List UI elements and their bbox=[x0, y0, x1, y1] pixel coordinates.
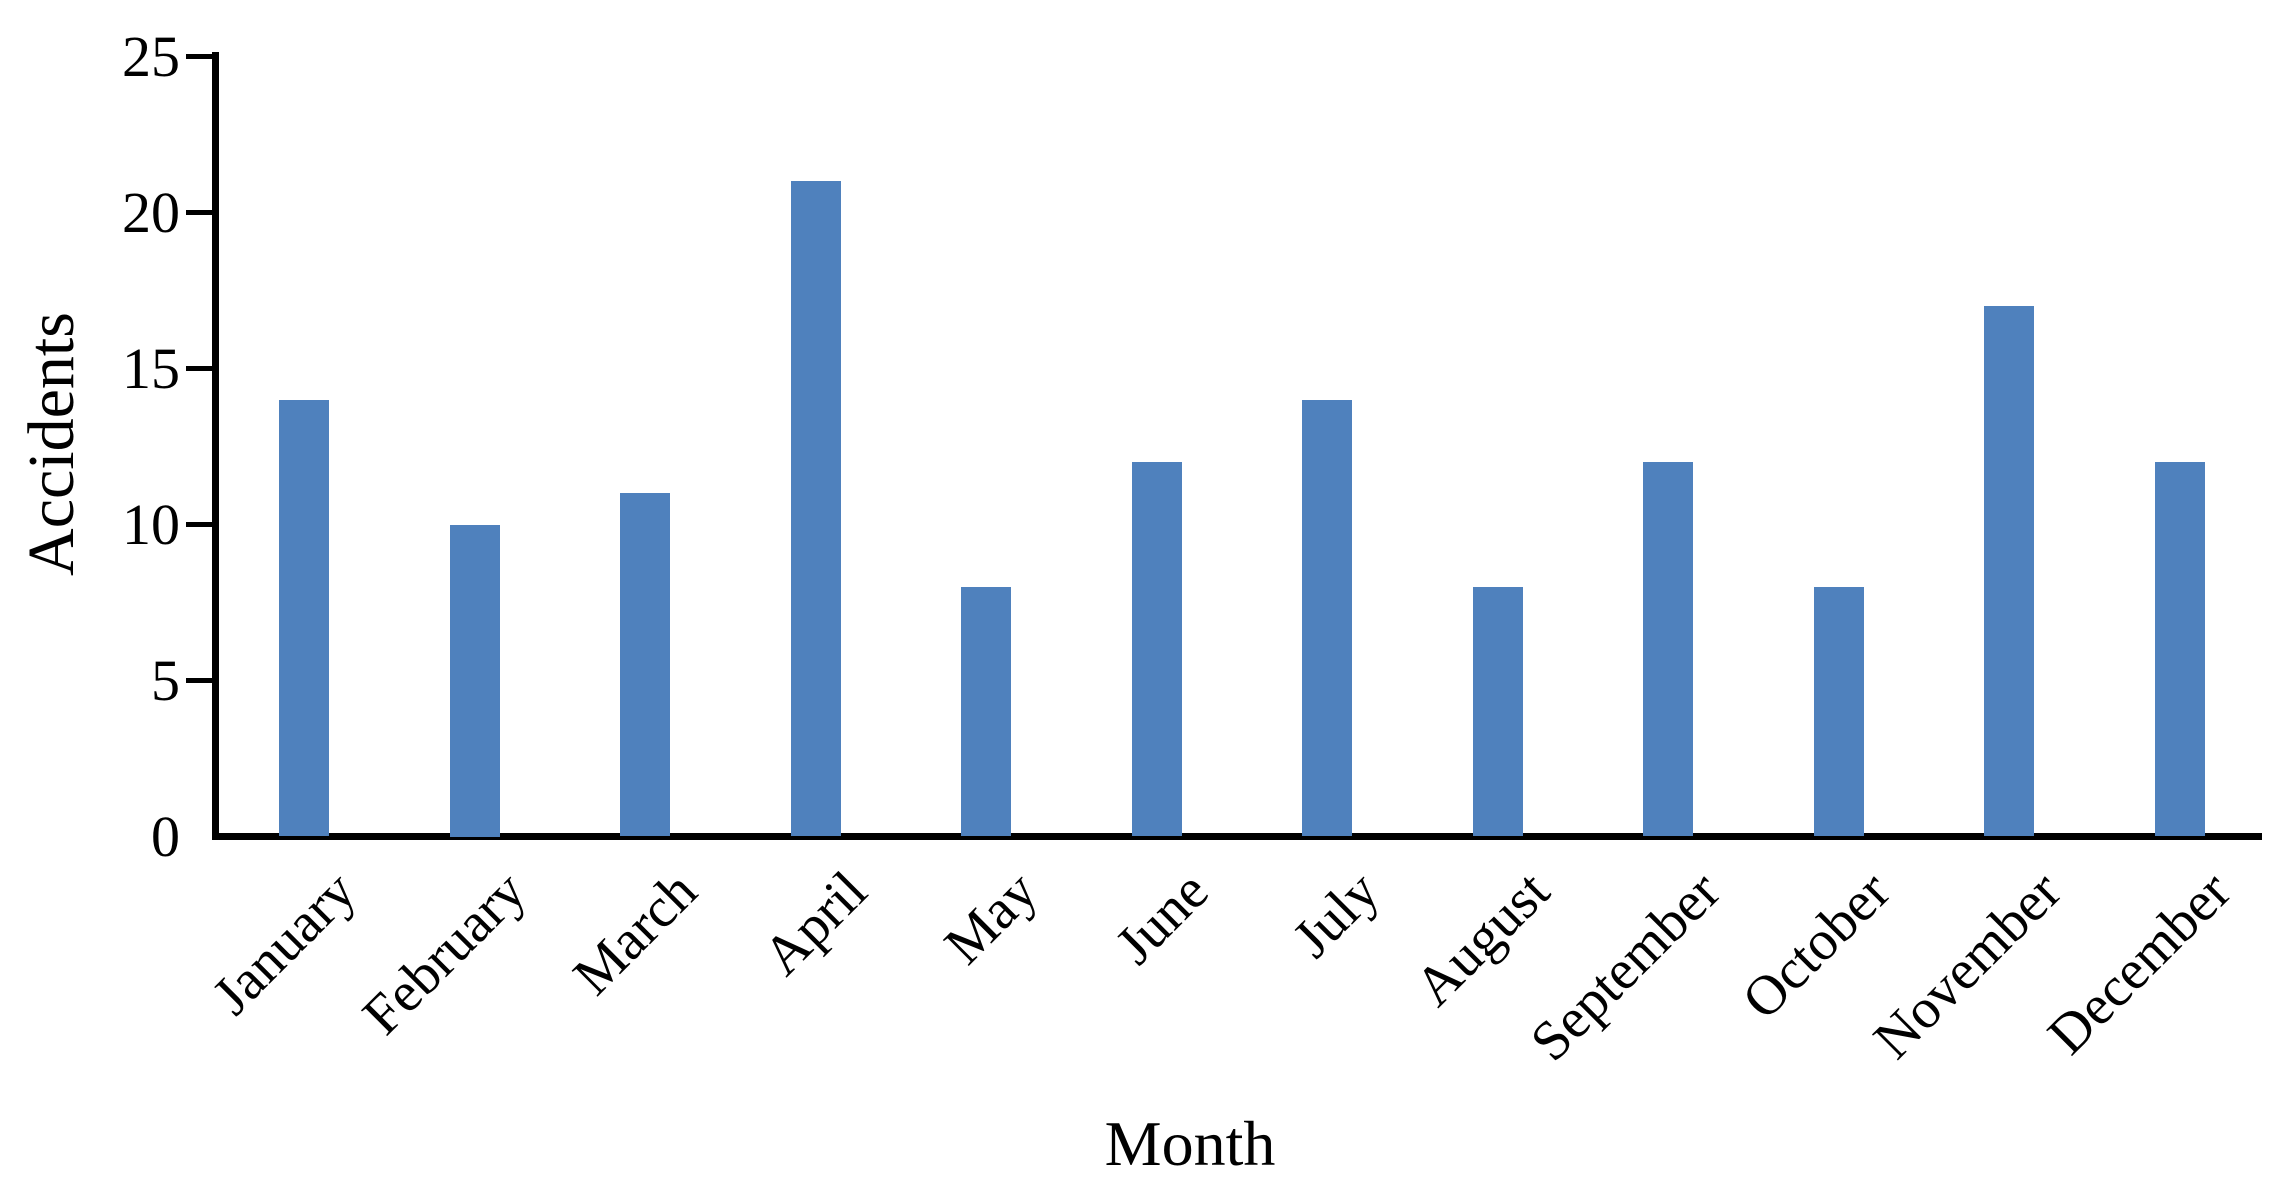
bar-may bbox=[961, 586, 1011, 837]
y-axis-line bbox=[212, 52, 219, 840]
y-tick-label-20: 20 bbox=[122, 179, 180, 245]
y-tick-label-15: 15 bbox=[122, 335, 180, 401]
bar-november bbox=[1984, 306, 2034, 837]
x-axis-title: Month bbox=[1104, 1108, 1276, 1179]
bar-june bbox=[1131, 462, 1182, 837]
bar-march bbox=[620, 493, 670, 837]
y-tick-mark-20 bbox=[186, 210, 212, 215]
y-tick-mark-15 bbox=[186, 366, 212, 371]
x-tick-label-december: December bbox=[2036, 859, 2244, 1067]
bar-august bbox=[1472, 586, 1523, 837]
x-tick-label-november: November bbox=[1861, 859, 2073, 1071]
bar-september bbox=[1643, 462, 1693, 837]
y-tick-mark-25 bbox=[186, 54, 212, 59]
y-tick-label-25: 25 bbox=[122, 23, 180, 89]
x-tick-label-june: June bbox=[1103, 859, 1221, 977]
x-tick-label-april: April bbox=[751, 859, 880, 988]
x-tick-label-february: February bbox=[351, 859, 539, 1047]
x-tick-label-january: January bbox=[200, 859, 368, 1027]
y-tick-label-10: 10 bbox=[122, 491, 180, 557]
bar-october bbox=[1813, 586, 1864, 837]
y-tick-label-5: 5 bbox=[151, 647, 180, 713]
bar-january bbox=[279, 399, 329, 837]
y-tick-label-0: 0 bbox=[151, 803, 180, 869]
x-axis-line bbox=[212, 833, 2262, 840]
bar-february bbox=[449, 524, 500, 837]
bar-december bbox=[2154, 462, 2205, 837]
y-tick-mark-5 bbox=[186, 678, 212, 683]
bar-july bbox=[1302, 399, 1352, 837]
x-tick-label-august: August bbox=[1402, 859, 1562, 1019]
x-tick-label-july: July bbox=[1280, 859, 1391, 970]
y-tick-mark-10 bbox=[186, 522, 212, 527]
bar-april bbox=[790, 181, 841, 837]
x-tick-label-march: March bbox=[561, 859, 709, 1008]
x-tick-label-may: May bbox=[933, 859, 1050, 977]
x-tick-label-october: October bbox=[1730, 859, 1903, 1032]
